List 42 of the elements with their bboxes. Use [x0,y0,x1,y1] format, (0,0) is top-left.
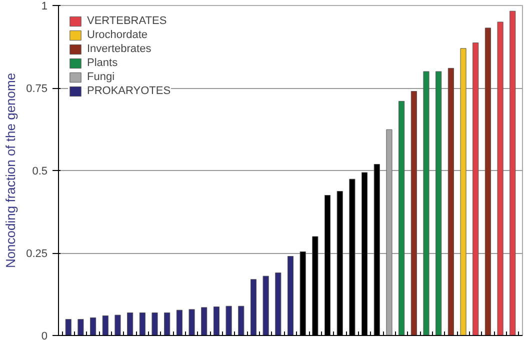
legend-label: PROKARYOTES [87,85,171,97]
bar [90,317,96,336]
bar [213,306,220,336]
bar [127,312,134,336]
bar [65,319,72,336]
bar [448,68,454,336]
legend-label: Plants [87,57,118,69]
bar [102,315,108,336]
bar [484,28,491,336]
bar [250,279,257,336]
bar [423,71,430,336]
y-tick-label: 0.75 [26,83,48,95]
bar [410,91,417,336]
bar [201,307,208,336]
legend-label: Urochordate [87,29,148,41]
bar [139,312,146,336]
y-tick-label: 0 [41,330,48,340]
bar [176,310,182,336]
bar [238,306,244,336]
bar [386,129,392,336]
bar [164,312,170,336]
y-tick-label: 1 [41,0,48,12]
bar [287,256,294,336]
bar [460,48,466,336]
legend-label: VERTEBRATES [87,15,167,27]
y-tick-label: 0.25 [26,248,48,260]
bar [497,22,504,336]
bar [262,276,269,336]
legend-label: Fungi [87,71,115,83]
bar [78,319,84,336]
bar [510,10,516,336]
y-tick-label: 0.5 [32,166,48,178]
bar [188,309,195,336]
bar [436,71,442,336]
bar [275,272,282,336]
bar [472,42,479,336]
bar [398,100,405,336]
bar [114,314,121,336]
legend-label: Invertebrates [87,43,152,55]
bar [152,312,158,336]
bar [226,306,232,336]
y-axis-title: Noncoding fraction of the genome [3,72,18,268]
